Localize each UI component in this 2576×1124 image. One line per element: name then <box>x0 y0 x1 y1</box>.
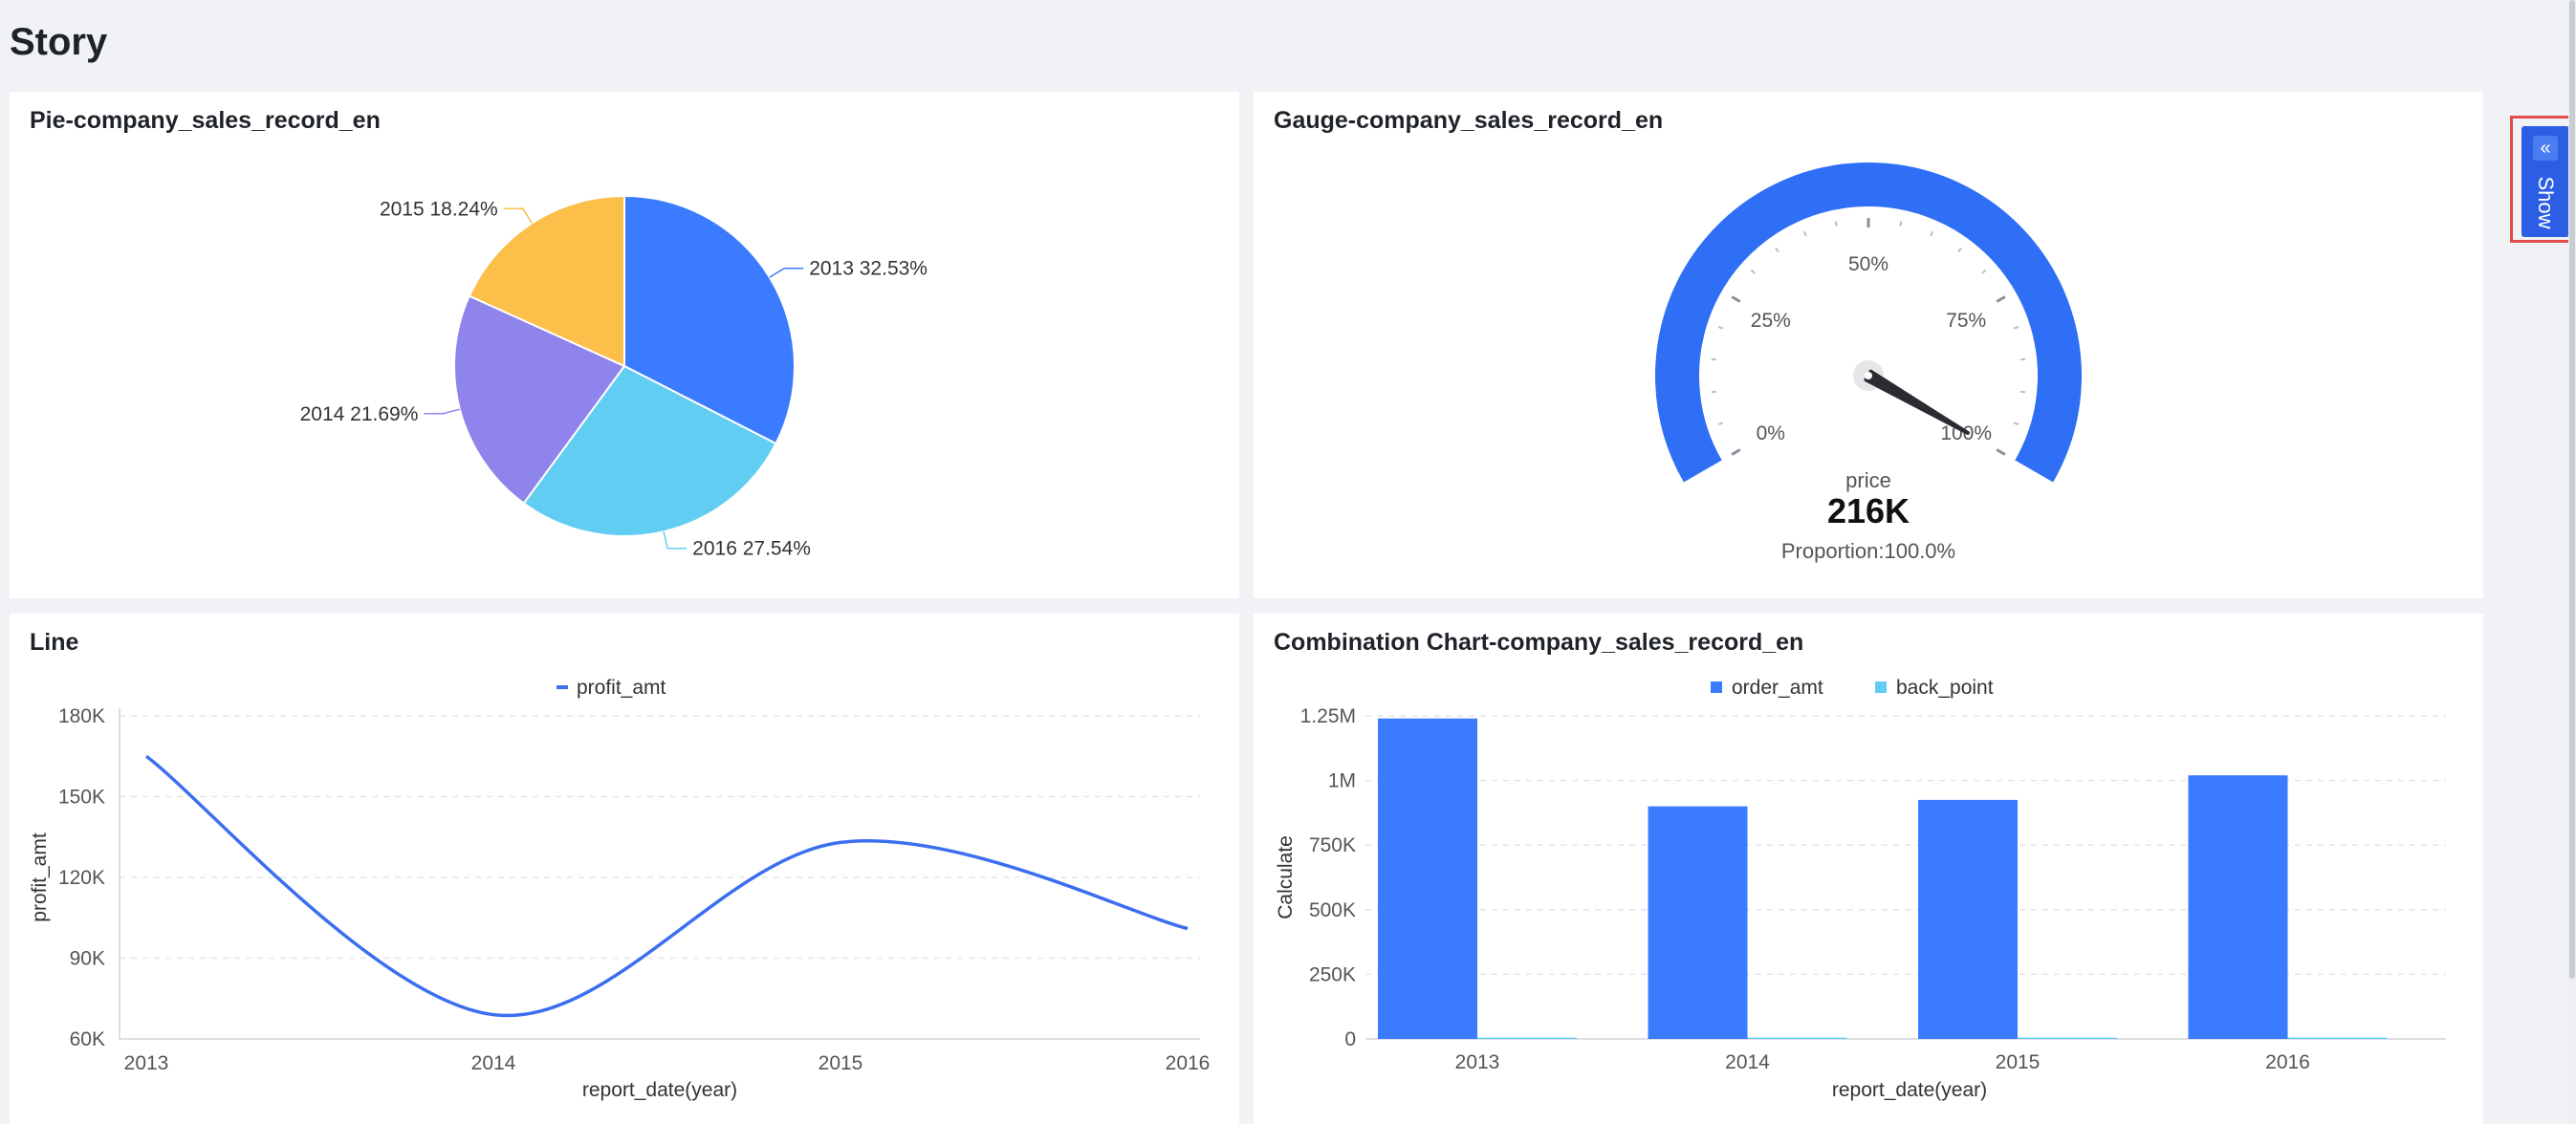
gauge-tick <box>1996 448 2006 456</box>
x-axis-title: report_date(year) <box>1832 1079 1987 1101</box>
y-tick-label: 120K <box>58 867 105 889</box>
y-tick-label: 1.25M <box>1300 705 1356 727</box>
gauge-value: 216K <box>1827 491 1910 530</box>
pie-slice-2016 <box>522 364 777 537</box>
pie-leader-line-2016 <box>663 531 688 550</box>
gauge-tick <box>1930 230 1934 237</box>
gauge-tick <box>1717 326 1724 330</box>
gauge-chart-card: Gauge-company_sales_record_en 0% 25% 50% 75… <box>1254 92 2483 598</box>
legend-swatch-order_amt <box>1711 681 1722 693</box>
bar-order_amt-2015 <box>1918 799 2018 1039</box>
bar-order_amt-2013 <box>1378 718 1477 1039</box>
bar-back_point-2015 <box>2018 1037 2117 1039</box>
gauge-tick <box>1717 422 1724 425</box>
gauge-series-label: price <box>1845 468 1891 492</box>
y-tick-label: 150K <box>58 787 105 809</box>
bar-back_point-2013 <box>1477 1037 1577 1039</box>
line-chart: profit_amt 60K 90K 120K 150K 180K 2013 2014 2015… <box>29 677 1211 1101</box>
gauge-tick <box>2020 357 2026 361</box>
y-tick-label: 90K <box>70 948 105 970</box>
legend-label-back_point: back_point <box>1896 677 1994 699</box>
y-axis-title: profit_amt <box>29 832 51 922</box>
bar-order_amt-2016 <box>2188 775 2288 1039</box>
x-tick-label: 2014 <box>1725 1051 1770 1073</box>
gauge-tick <box>1834 221 1838 227</box>
page-title: Story <box>10 21 108 63</box>
x-tick-label: 2016 <box>1166 1052 1211 1074</box>
gauge-tick <box>2013 326 2019 330</box>
pie-chart-title: Pie-company_sales_record_en <box>30 107 381 134</box>
pie-label-2014: 2014 21.69% <box>300 403 419 425</box>
y-tick-label: 60K <box>70 1028 105 1050</box>
x-tick-label: 2016 <box>2265 1051 2310 1073</box>
bar-order_amt-2014 <box>1648 806 1748 1039</box>
x-tick-label: 2013 <box>1455 1051 1500 1073</box>
x-tick-label: 2015 <box>819 1052 863 1074</box>
gauge-tick <box>1802 230 1807 237</box>
gauge-pointer-center <box>1865 372 1872 379</box>
pie-label-2016: 2016 27.54% <box>692 538 811 560</box>
gauge-axis-label: 75% <box>1946 310 1986 332</box>
gauge-tick <box>1899 221 1903 227</box>
gauge-tick <box>1775 247 1779 253</box>
pie-slice-2013 <box>623 194 796 445</box>
y-tick-label: 180K <box>58 705 105 727</box>
double-chevron-left-icon[interactable]: « <box>2533 136 2558 161</box>
gauge-tick <box>1996 295 2006 303</box>
gauge-tick <box>2020 390 2026 394</box>
pie-leader-line-2013 <box>769 267 804 278</box>
gauge-chart-title: Gauge-company_sales_record_en <box>1274 107 1664 134</box>
gauge-axis-label: 0% <box>1757 422 1785 444</box>
y-tick-label: 1M <box>1328 770 1356 792</box>
bar-back_point-2016 <box>2287 1037 2388 1039</box>
gauge-tick <box>1750 269 1756 274</box>
legend-label-order_amt: order_amt <box>1732 677 1823 699</box>
line-chart-title: Line <box>30 629 79 656</box>
y-tick-label: 0 <box>1344 1028 1356 1050</box>
y-axis-title: Calculate <box>1275 835 1297 919</box>
x-axis-title: report_date(year) <box>582 1079 737 1101</box>
pie-chart-card: Pie-company_sales_record_en 2013 32.53% 2… <box>10 92 1239 598</box>
gauge-chart: 0%25%50%75%100%price216KProportion:100.0… <box>1655 162 2082 563</box>
gauge-axis-label: 50% <box>1848 253 1888 275</box>
line-chart-card: Line profit_amt 60K 90K 120K 150K 180K 2013 201… <box>10 614 1239 1124</box>
y-tick-label: 750K <box>1309 834 1356 856</box>
gauge-axis-label: 25% <box>1751 310 1791 332</box>
combination-chart-title: Combination Chart-company_sales_record_e… <box>1274 629 1804 656</box>
pie-slice-2015 <box>468 194 625 368</box>
bar-back_point-2014 <box>1747 1037 1847 1039</box>
gauge-tick <box>1711 357 1716 361</box>
show-panel-button[interactable]: « Show <box>2521 126 2569 237</box>
x-tick-label: 2013 <box>124 1052 169 1074</box>
gauge-tick <box>1957 247 1962 253</box>
gauge-progress-arc <box>1655 162 2082 483</box>
y-tick-label: 500K <box>1309 899 1356 921</box>
gauge-tick <box>1731 448 1741 456</box>
legend-label-profit_amt: profit_amt <box>577 677 666 699</box>
pie-leader-line-2014 <box>424 408 461 415</box>
legend-swatch-back_point <box>1875 681 1887 693</box>
line-series-profit_amt <box>144 754 1189 1018</box>
gauge-tick <box>1731 295 1741 303</box>
pie-label-2013: 2013 32.53% <box>809 258 928 280</box>
gauge-proportion: Proportion:100.0% <box>1781 539 1955 563</box>
gauge-tick <box>2013 422 2019 425</box>
combination-chart-card: Combination Chart-company_sales_record_e… <box>1254 614 2483 1124</box>
y-tick-label: 250K <box>1309 963 1356 985</box>
scrollbar-thumb[interactable] <box>2569 0 2575 979</box>
x-tick-label: 2014 <box>471 1052 516 1074</box>
combination-chart: order_amt back_point 0 250K 500K 750K 1M 1.25M 2… <box>1275 677 2446 1101</box>
pie-leader-line-2015 <box>503 207 534 224</box>
pie-label-2015: 2015 18.24% <box>380 198 498 220</box>
gauge-tick <box>1981 269 1987 274</box>
pie-chart: 2013 32.53% 2016 27.54% 2014 21.69% 2015 18… <box>300 194 928 560</box>
x-tick-label: 2015 <box>1996 1051 2041 1073</box>
gauge-pointer <box>1864 369 1970 435</box>
gauge-tick <box>1711 390 1716 394</box>
show-panel-label: Show <box>2534 176 2558 229</box>
